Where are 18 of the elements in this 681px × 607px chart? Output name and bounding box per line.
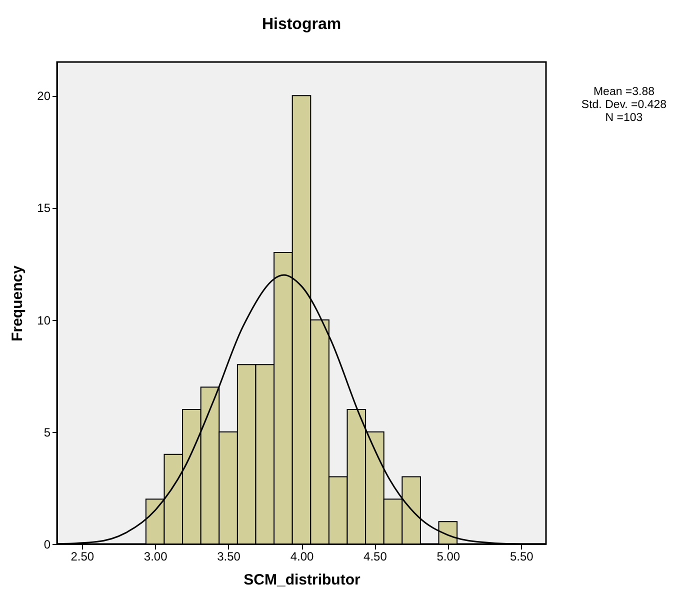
y-tick-label: 20 bbox=[37, 89, 51, 104]
x-tick-label: 5.00 bbox=[436, 550, 460, 564]
y-tick-label: 0 bbox=[44, 538, 51, 552]
y-tick-label: 15 bbox=[37, 201, 51, 216]
x-tick-label: 4.00 bbox=[290, 550, 314, 564]
x-axis-title: SCM_distributor bbox=[244, 572, 360, 588]
y-tick-label: 10 bbox=[37, 313, 51, 328]
text: N =103 bbox=[604, 112, 644, 125]
x-tick-label: 4.50 bbox=[364, 550, 388, 564]
x-tick-label: 3.50 bbox=[217, 550, 241, 564]
x-tick-label: 5.50 bbox=[510, 550, 534, 564]
y-tick-label: 5 bbox=[44, 425, 51, 440]
text: Mean =3.88 bbox=[592, 86, 656, 99]
x-tick-label: 3.00 bbox=[144, 550, 168, 564]
chart-title: Histogram bbox=[262, 16, 342, 33]
y-axis-title: Frequency bbox=[9, 264, 26, 342]
text: Std. Dev. =0.428 bbox=[580, 99, 668, 112]
x-tick-label: 2.50 bbox=[70, 550, 94, 564]
